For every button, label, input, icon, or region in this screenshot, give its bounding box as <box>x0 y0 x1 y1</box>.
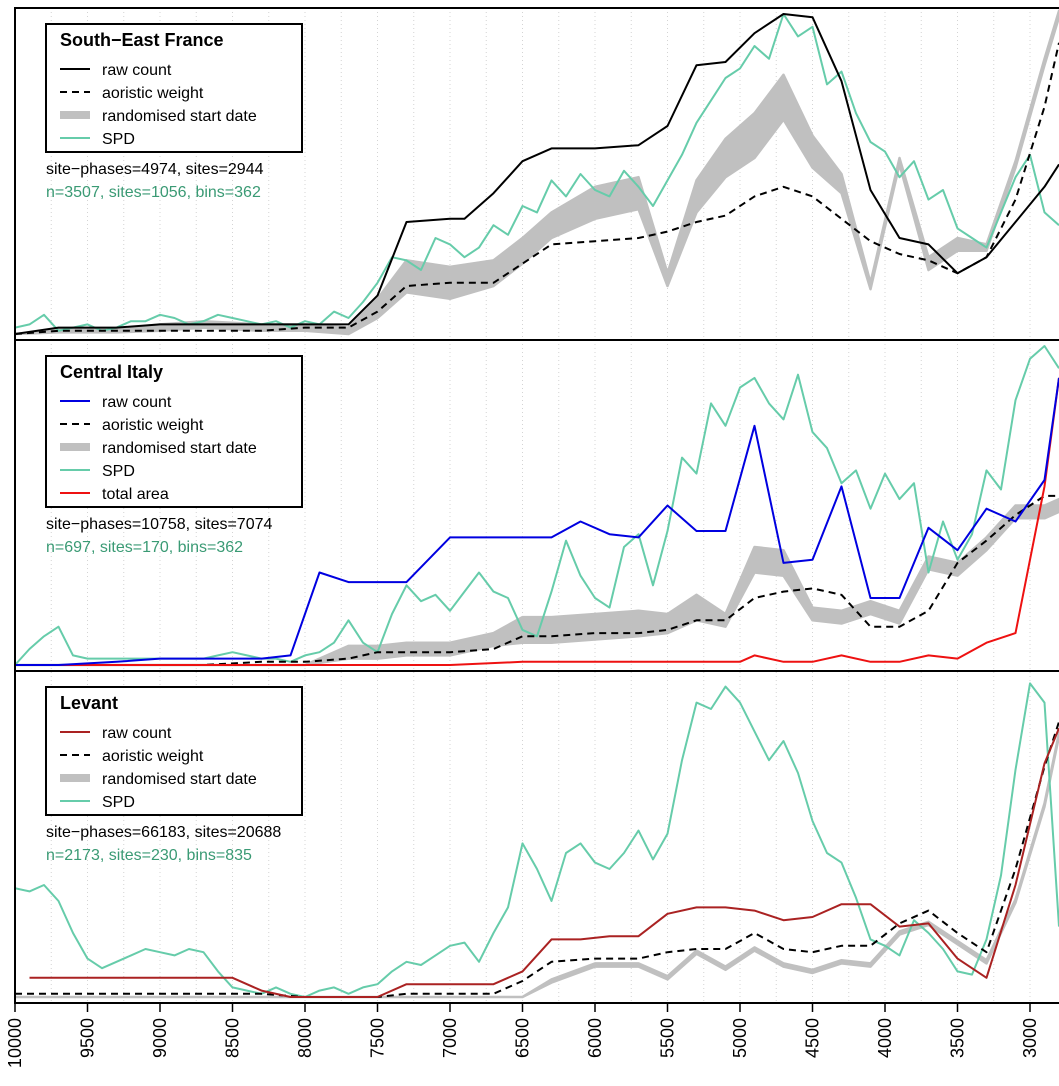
x-tick-label: 4000 <box>875 1018 895 1058</box>
legend-label: raw count <box>102 394 172 411</box>
panel-plot-1 <box>15 345 1059 667</box>
panel-plot-0 <box>15 9 1059 336</box>
x-tick-label: 10000 <box>5 1018 25 1068</box>
legend-label: randomised start date <box>102 108 257 125</box>
series-aoristic-weight <box>15 42 1059 335</box>
x-tick-label: 9500 <box>78 1018 98 1058</box>
legend-label: total area <box>102 486 169 503</box>
x-tick-label: 7500 <box>368 1018 388 1058</box>
legend-label: aoristic weight <box>102 85 204 102</box>
panel-frame <box>14 670 1059 1004</box>
legend-2: Levant raw count aoristic weight randomised… <box>45 686 303 816</box>
legend-box <box>45 23 303 153</box>
series-raw-count <box>15 13 1059 335</box>
legend-label: randomised start date <box>102 440 257 457</box>
legends: South−East France raw count aoristic weigh… <box>45 23 303 864</box>
x-tick-label: 5500 <box>658 1018 678 1058</box>
series-spd <box>15 682 1059 998</box>
x-tick-label: 9000 <box>150 1018 170 1058</box>
legend-label: SPD <box>102 794 135 811</box>
legend-0: South−East France raw count aoristic weigh… <box>45 23 303 153</box>
x-tick-label: 4500 <box>803 1018 823 1058</box>
legend-title: Levant <box>60 693 118 713</box>
band-randomised-start-date <box>15 731 1059 999</box>
annotation-text: site−phases=4974, sites=2944 <box>46 161 264 178</box>
series-aoristic-weight <box>15 721 1059 998</box>
panel-plot-2 <box>15 682 1059 999</box>
annotation-text: n=697, sites=170, bins=362 <box>46 539 243 556</box>
legend-label: aoristic weight <box>102 748 204 765</box>
legend-title: Central Italy <box>60 362 163 382</box>
series-total-area <box>15 377 1059 666</box>
band-randomised-start-date <box>15 9 1059 336</box>
legend-1: Central Italy raw count aoristic weight ran… <box>45 355 303 508</box>
panels <box>15 9 1059 999</box>
x-tick-label: 8000 <box>295 1018 315 1058</box>
x-axis: 10000 9500 9000 8500 8000 7500 7000 6500 6000 550… <box>5 1003 1040 1068</box>
annotation-text: site−phases=10758, sites=7074 <box>46 516 273 533</box>
band-randomised-start-date <box>15 497 1059 667</box>
annotation-text: n=3507, sites=1056, bins=362 <box>46 184 261 201</box>
legend-label: SPD <box>102 131 135 148</box>
series-raw-count <box>15 377 1059 666</box>
annotation-text: site−phases=66183, sites=20688 <box>46 824 281 841</box>
panel-frames <box>14 7 1059 1004</box>
annotation-text: n=2173, sites=230, bins=835 <box>46 847 252 864</box>
legend-label: raw count <box>102 62 172 79</box>
x-tick-label: 8500 <box>223 1018 243 1058</box>
legend-title: South−East France <box>60 30 224 50</box>
series-aoristic-weight <box>15 494 1059 666</box>
x-tick-label: 6500 <box>513 1018 533 1058</box>
legend-label: SPD <box>102 463 135 480</box>
x-tick-label: 3500 <box>948 1018 968 1058</box>
x-tick-label: 6000 <box>585 1018 605 1058</box>
legend-box <box>45 686 303 816</box>
legend-label: randomised start date <box>102 771 257 788</box>
legend-label: aoristic weight <box>102 417 204 434</box>
x-tick-label: 7000 <box>440 1018 460 1058</box>
x-tick-label: 3000 <box>1020 1018 1040 1058</box>
legend-label: raw count <box>102 725 172 742</box>
x-tick-label: 5000 <box>730 1018 750 1058</box>
legend-box <box>45 355 303 508</box>
series-raw-count <box>29 727 1059 998</box>
